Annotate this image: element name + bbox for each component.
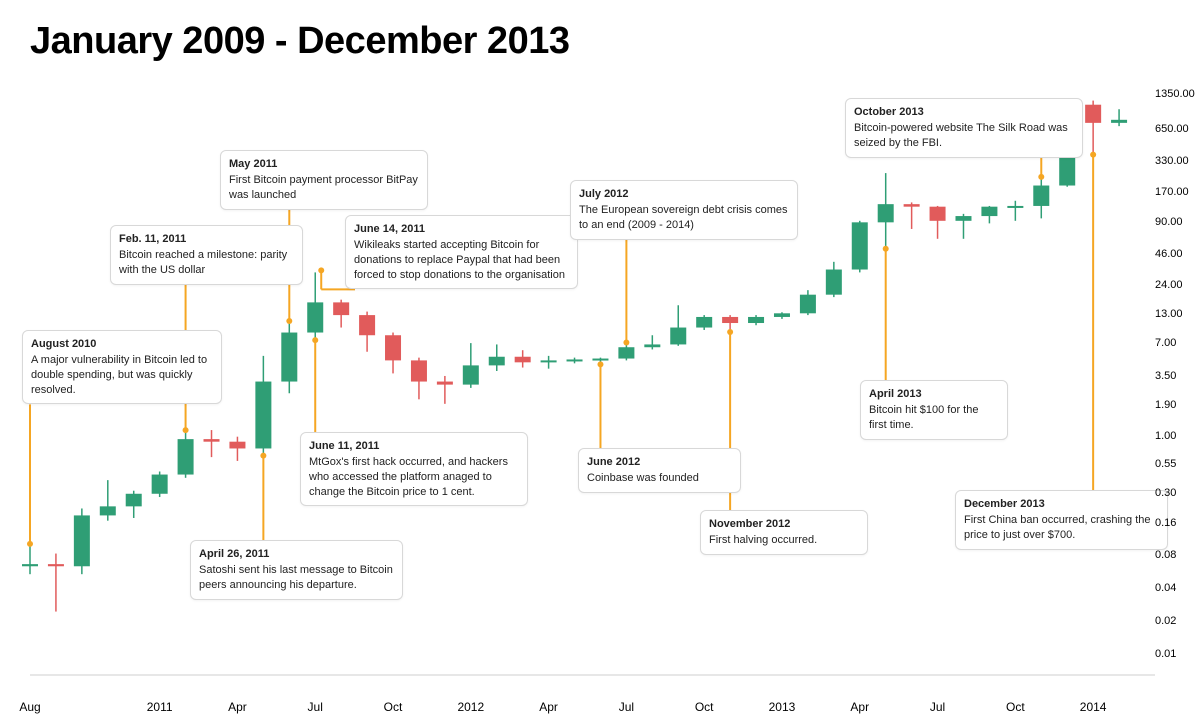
x-tick-label: Oct <box>1006 700 1025 714</box>
x-tick-label: Jul <box>930 700 945 714</box>
x-tick-label: Oct <box>384 700 403 714</box>
annotation-box: April 2013 Bitcoin hit $100 for the first… <box>860 380 1008 440</box>
y-tick-label: 0.16 <box>1155 517 1200 529</box>
annotation-title: June 14, 2011 <box>354 222 569 237</box>
y-tick-label: 1350.00 <box>1155 88 1200 100</box>
y-tick-label: 0.04 <box>1155 582 1200 594</box>
x-tick-label: 2012 <box>457 700 484 714</box>
annotation-body: Wikileaks started accepting Bitcoin for … <box>354 239 565 281</box>
x-tick-label: Apr <box>539 700 558 714</box>
annotation-title: April 2013 <box>869 387 999 402</box>
y-tick-label: 90.00 <box>1155 216 1200 228</box>
annotation-box: June 2012 Coinbase was founded <box>578 448 741 493</box>
y-tick-label: 1.90 <box>1155 399 1200 411</box>
annotation-body: Satoshi sent his last message to Bitcoin… <box>199 564 393 591</box>
annotation-box: July 2012 The European sovereign debt cri… <box>570 180 798 240</box>
chart-container: { "title": "January 2009 - December 2013… <box>0 0 1200 720</box>
y-tick-label: 330.00 <box>1155 155 1200 167</box>
y-tick-label: 1.00 <box>1155 430 1200 442</box>
annotation-box: May 2011 First Bitcoin payment processor … <box>220 150 428 210</box>
annotation-title: November 2012 <box>709 517 859 532</box>
y-tick-label: 0.30 <box>1155 487 1200 499</box>
x-tick-label: Aug <box>19 700 40 714</box>
annotation-body: A major vulnerability in Bitcoin led to … <box>31 354 207 396</box>
y-tick-label: 7.00 <box>1155 337 1200 349</box>
x-tick-label: 2013 <box>769 700 796 714</box>
annotation-body: Coinbase was founded <box>587 472 699 484</box>
y-tick-label: 3.50 <box>1155 370 1200 382</box>
y-tick-label: 0.02 <box>1155 615 1200 627</box>
annotation-title: June 11, 2011 <box>309 439 519 454</box>
annotation-box: April 26, 2011 Satoshi sent his last mess… <box>190 540 403 600</box>
annotation-body: First China ban occurred, crashing the p… <box>964 514 1150 541</box>
y-tick-label: 46.00 <box>1155 248 1200 260</box>
annotation-title: May 2011 <box>229 157 419 172</box>
annotation-box: August 2010 A major vulnerability in Bitc… <box>22 330 222 404</box>
annotation-title: December 2013 <box>964 497 1159 512</box>
annotation-box: November 2012 First halving occurred. <box>700 510 868 555</box>
y-tick-label: 650.00 <box>1155 123 1200 135</box>
annotation-body: Bitcoin-powered website The Silk Road wa… <box>854 122 1068 149</box>
x-tick-label: Apr <box>228 700 247 714</box>
annotation-title: April 26, 2011 <box>199 547 394 562</box>
x-tick-label: 2011 <box>147 700 173 714</box>
annotation-body: Bitcoin hit $100 for the first time. <box>869 404 978 431</box>
y-tick-label: 0.01 <box>1155 648 1200 660</box>
annotation-box: June 14, 2011 Wikileaks started accepting… <box>345 215 578 289</box>
y-tick-label: 170.00 <box>1155 186 1200 198</box>
annotation-box: December 2013 First China ban occurred, c… <box>955 490 1168 550</box>
annotation-title: Feb. 11, 2011 <box>119 232 294 247</box>
x-tick-label: Jul <box>619 700 634 714</box>
annotation-body: MtGox's first hack occurred, and hackers… <box>309 456 508 498</box>
x-tick-label: Apr <box>850 700 869 714</box>
annotation-title: August 2010 <box>31 337 213 352</box>
x-tick-label: 2014 <box>1080 700 1107 714</box>
annotation-body: The European sovereign debt crisis comes… <box>579 204 788 231</box>
y-tick-label: 0.08 <box>1155 549 1200 561</box>
annotation-body: First halving occurred. <box>709 534 817 546</box>
y-tick-label: 13.00 <box>1155 308 1200 320</box>
annotation-body: First Bitcoin payment processor BitPay w… <box>229 174 418 201</box>
annotation-box: October 2013 Bitcoin-powered website The … <box>845 98 1083 158</box>
annotation-box: June 11, 2011 MtGox's first hack occurred… <box>300 432 528 506</box>
annotation-title: June 2012 <box>587 455 732 470</box>
annotation-title: July 2012 <box>579 187 789 202</box>
x-tick-label: Jul <box>308 700 323 714</box>
annotation-body: Bitcoin reached a milestone: parity with… <box>119 249 287 276</box>
x-tick-label: Oct <box>695 700 714 714</box>
y-tick-label: 0.55 <box>1155 458 1200 470</box>
annotation-box: Feb. 11, 2011 Bitcoin reached a milestone… <box>110 225 303 285</box>
annotation-title: October 2013 <box>854 105 1074 120</box>
y-tick-label: 24.00 <box>1155 279 1200 291</box>
